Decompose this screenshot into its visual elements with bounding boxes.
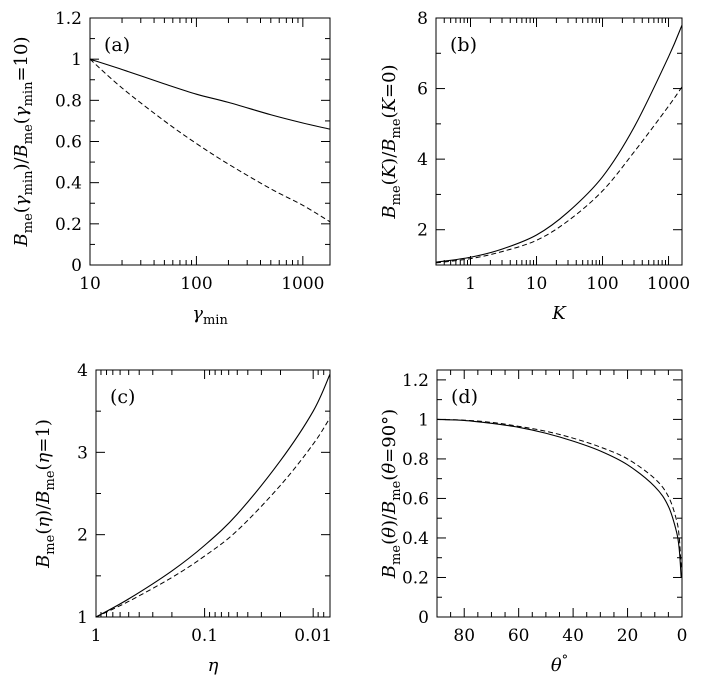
x-tick-label: 1 <box>465 274 476 294</box>
series-dashed-line <box>436 418 682 568</box>
series-solid-line <box>95 373 331 618</box>
x-tick-label: 80 <box>453 626 475 646</box>
series-dashed-line <box>95 417 331 618</box>
x-axis-label: θ° <box>551 653 568 676</box>
y-tick-label: 0.2 <box>55 215 82 235</box>
y-tick-label: 1 <box>418 410 429 430</box>
y-tick-label: 1 <box>77 608 88 628</box>
panel-label: (b) <box>450 34 477 56</box>
y-axis-label: Bme(K)/Bme(K=0) <box>379 64 404 219</box>
x-tick-label: 1000 <box>281 274 324 294</box>
y-tick-label: 8 <box>417 9 428 29</box>
x-tick-label: 0 <box>677 626 688 646</box>
x-tick-label: 20 <box>617 626 639 646</box>
series-solid-line <box>89 58 331 130</box>
x-axis-label: γmin <box>192 303 228 328</box>
y-tick-label: 6 <box>417 80 428 100</box>
y-axis-label: Bme(η)/Bme(η=1) <box>33 419 58 569</box>
plot-frame <box>435 17 683 266</box>
x-tick-label: 1 <box>91 626 102 646</box>
panel-b: 1 10 100 1000 2 4 6 8 (b) K Bme(K)/Bme(K=0) <box>379 9 690 324</box>
x-tick-label: 40 <box>562 626 584 646</box>
x-tick-label: 1000 <box>647 274 690 294</box>
x-axis-label: η <box>208 655 219 676</box>
y-tick-label: 1.2 <box>402 371 429 391</box>
series-solid-line <box>436 418 682 578</box>
y-tick-label: 2 <box>417 221 428 241</box>
y-tick-label: 4 <box>417 150 428 170</box>
y-tick-label: 0.8 <box>402 450 429 470</box>
panel-label: (d) <box>451 386 478 408</box>
y-tick-label: 1 <box>71 50 82 70</box>
x-tick-label: 0.01 <box>294 626 332 646</box>
series-dashed-line <box>89 58 331 223</box>
y-axis-label: Bme(θ)/Bme(θ=90°) <box>379 409 404 579</box>
panel-label: (c) <box>110 386 135 408</box>
series-solid-line <box>435 24 683 263</box>
series-dashed-line <box>435 86 683 264</box>
y-tick-label: 0 <box>71 256 82 276</box>
y-tick-label: 0.2 <box>402 568 429 588</box>
y-tick-label: 4 <box>77 361 88 381</box>
x-tick-label: 60 <box>508 626 530 646</box>
y-tick-label: 0.4 <box>55 174 82 194</box>
y-tick-label: 0.6 <box>402 489 429 509</box>
panel-label: (a) <box>104 34 130 56</box>
y-tick-label: 1.2 <box>55 9 82 29</box>
x-tick-label: 10 <box>79 274 101 294</box>
y-tick-label: 0.8 <box>55 91 82 111</box>
y-tick-label: 0.4 <box>402 529 429 549</box>
x-tick-label: 100 <box>180 274 212 294</box>
x-tick-label: 10 <box>526 274 548 294</box>
y-tick-label: 3 <box>77 443 88 463</box>
y-tick-label: 0.6 <box>55 133 82 153</box>
x-tick-label: 100 <box>586 274 618 294</box>
panel-d: 80 60 40 20 0 0 0.2 0.4 0.6 0.8 1 1.2 (d) θ° Bme(θ)/Bm… <box>379 369 688 676</box>
y-axis-label: Bme(γmin)/Bme(γmin=10) <box>11 37 36 248</box>
panel-c: 1 0.1 0.01 1 2 3 4 (c) η Bme(η)/Bme(η=1) <box>33 361 332 676</box>
x-axis-label: K <box>551 303 567 324</box>
y-tick-label: 0 <box>418 608 429 628</box>
panel-a: 10 100 1000 0 0.2 0.4 0.6 0.8 1 1.2 (a) γmin Bme(γmi… <box>11 9 331 328</box>
y-tick-label: 2 <box>77 526 88 546</box>
x-tick-label: 0.1 <box>191 626 218 646</box>
